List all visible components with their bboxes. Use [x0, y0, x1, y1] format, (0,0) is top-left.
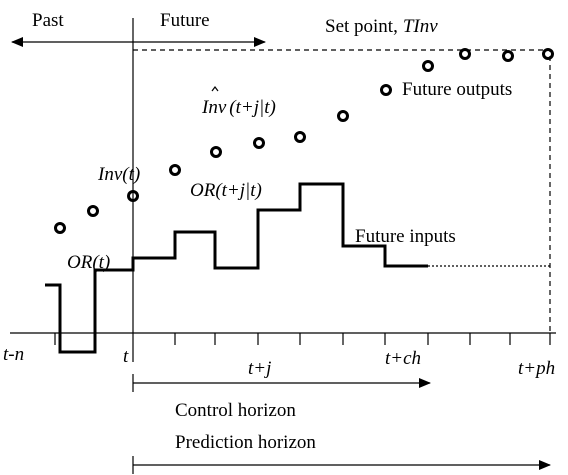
- future-inputs-label: Future inputs: [355, 226, 456, 247]
- predicted-output-symbol: Inv: [201, 97, 227, 118]
- output-points: [54, 48, 554, 234]
- current-output-label: Inv(t): [97, 164, 140, 185]
- control-horizon-label: Control horizon: [175, 400, 296, 421]
- current-input-label: OR(t): [67, 252, 110, 273]
- tick-label: t+j: [248, 358, 271, 379]
- set-point-symbol: TInv: [403, 16, 438, 37]
- predicted-output-arg: (t+j|t): [229, 97, 276, 118]
- tick-label: t: [123, 346, 129, 367]
- past-label: Past: [32, 10, 64, 31]
- input-steps: [45, 182, 428, 354]
- tick-label: t+ph: [518, 358, 555, 379]
- predicted-input-label: OR(t+j|t): [190, 180, 262, 201]
- tick-label: t+ch: [385, 348, 421, 369]
- future-outputs-label: Future outputs: [402, 79, 512, 100]
- set-point-label: Set point, TInv: [325, 16, 438, 37]
- axis-ticks: [54, 333, 551, 345]
- prediction-horizon-label: Prediction horizon: [175, 432, 316, 453]
- set-point-text: Set point,: [325, 16, 398, 37]
- tick-label: t-n: [3, 344, 24, 365]
- future-label: Future: [160, 10, 210, 31]
- hat: [211, 86, 219, 92]
- predicted-output-label: Inv (t+j|t): [201, 97, 276, 118]
